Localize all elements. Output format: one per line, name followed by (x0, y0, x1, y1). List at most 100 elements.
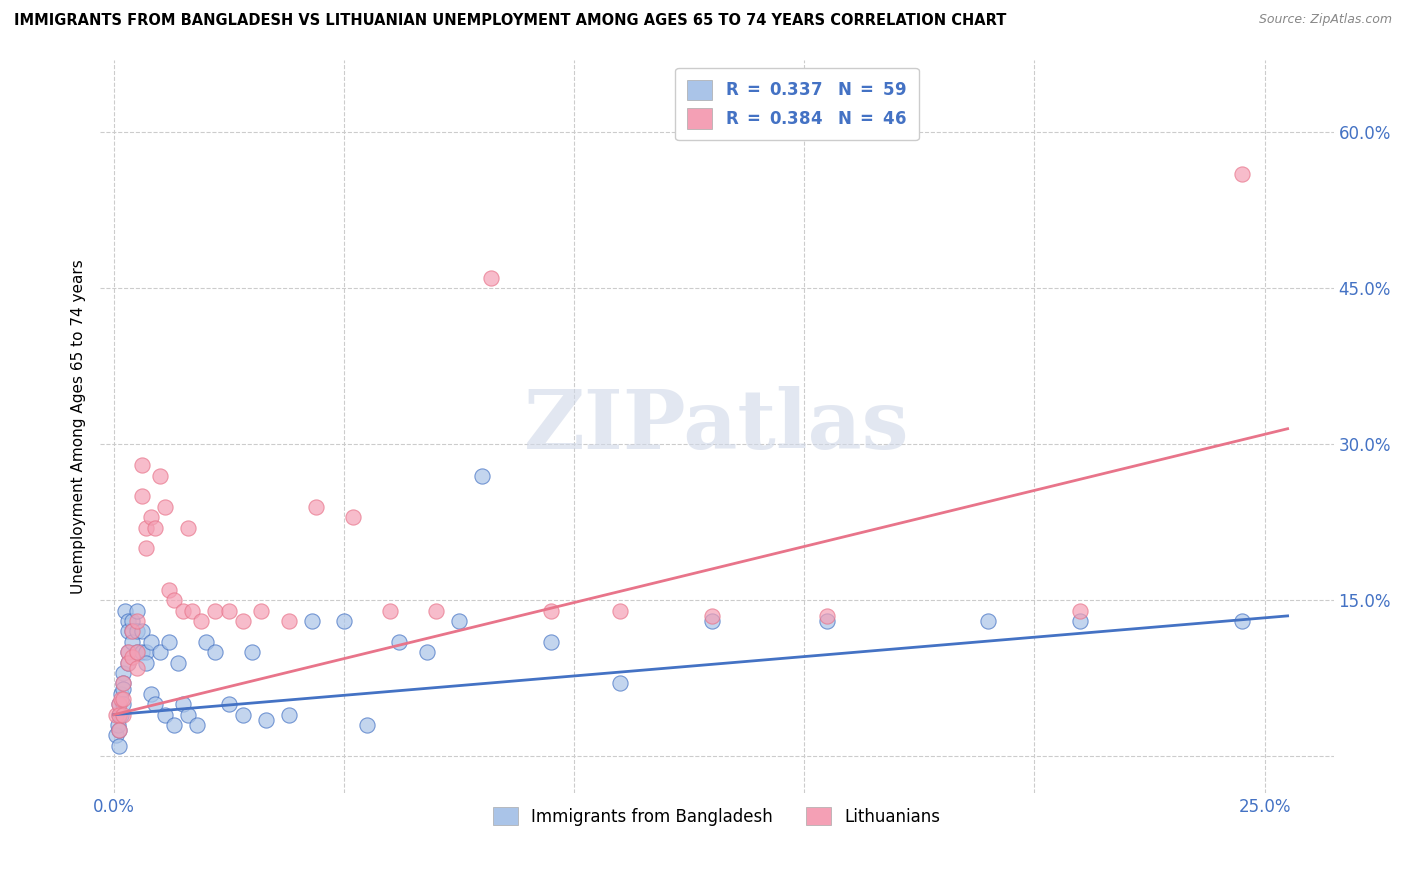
Point (195, 635, 218, 649)
Point (135, 541, 157, 556)
Point (277, 707, 299, 722)
Point (121, 614, 143, 628)
Point (204, 604, 226, 618)
Point (186, 718, 208, 732)
Point (139, 687, 162, 701)
Point (117, 614, 139, 628)
Point (218, 698, 240, 712)
Point (163, 593, 186, 607)
Point (125, 645, 148, 659)
Point (125, 661, 148, 675)
Point (125, 624, 148, 639)
Y-axis label: Unemployment Among Ages 65 to 74 years: Unemployment Among Ages 65 to 74 years (72, 259, 86, 593)
Point (815, 608, 838, 623)
Point (540, 635, 562, 649)
Legend: Immigrants from Bangladesh, Lithuanians: Immigrants from Bangladesh, Lithuanians (484, 797, 950, 836)
Point (204, 645, 226, 659)
Point (110, 692, 132, 706)
Text: IMMIGRANTS FROM BANGLADESH VS LITHUANIAN UNEMPLOYMENT AMONG AGES 65 TO 74 YEARS : IMMIGRANTS FROM BANGLADESH VS LITHUANIAN… (14, 13, 1007, 29)
Point (112, 698, 135, 712)
Point (105, 707, 128, 722)
Point (181, 604, 204, 618)
Point (112, 676, 135, 690)
Point (1230, 167, 1253, 181)
Point (135, 645, 157, 659)
Point (163, 718, 186, 732)
Point (702, 614, 724, 628)
Point (157, 635, 180, 649)
Point (240, 645, 263, 659)
Point (1069, 604, 1091, 618)
Point (815, 614, 838, 628)
Point (471, 468, 494, 483)
Point (176, 520, 198, 534)
Point (153, 707, 176, 722)
Point (190, 614, 212, 628)
Point (107, 698, 129, 712)
Point (139, 635, 162, 649)
Point (135, 520, 157, 534)
Point (117, 624, 139, 639)
Point (277, 614, 299, 628)
Point (112, 676, 135, 690)
Point (107, 698, 129, 712)
Point (232, 707, 254, 722)
Point (176, 707, 198, 722)
Text: ZIPatlas: ZIPatlas (524, 386, 910, 467)
Point (218, 604, 240, 618)
Point (121, 624, 143, 639)
Point (117, 656, 139, 670)
Point (125, 645, 148, 659)
Point (107, 707, 129, 722)
Point (540, 604, 562, 618)
Point (107, 718, 129, 732)
Point (117, 645, 139, 659)
Point (112, 681, 135, 696)
Point (232, 614, 254, 628)
Point (112, 707, 135, 722)
Point (388, 635, 411, 649)
Point (125, 614, 148, 628)
Point (110, 707, 132, 722)
Point (609, 676, 631, 690)
Point (153, 500, 176, 514)
Point (378, 604, 401, 618)
Point (149, 468, 172, 483)
Text: Source: ZipAtlas.com: Source: ZipAtlas.com (1258, 13, 1392, 27)
Point (305, 500, 328, 514)
Point (416, 645, 439, 659)
Point (139, 510, 162, 524)
Point (356, 718, 378, 732)
Point (342, 510, 364, 524)
Point (117, 656, 139, 670)
Point (167, 656, 190, 670)
Point (131, 624, 153, 639)
Point (1230, 614, 1253, 628)
Point (479, 271, 502, 285)
Point (135, 656, 157, 670)
Point (250, 604, 273, 618)
Point (977, 614, 1000, 628)
Point (333, 614, 356, 628)
Point (107, 723, 129, 738)
Point (121, 624, 143, 639)
Point (131, 645, 153, 659)
Point (172, 604, 194, 618)
Point (110, 687, 132, 701)
Point (254, 713, 277, 727)
Point (112, 692, 135, 706)
Point (121, 635, 143, 649)
Point (107, 707, 129, 722)
Point (107, 723, 129, 738)
Point (107, 739, 129, 753)
Point (117, 645, 139, 659)
Point (143, 520, 166, 534)
Point (112, 666, 135, 681)
Point (609, 604, 631, 618)
Point (301, 614, 323, 628)
Point (157, 582, 180, 597)
Point (125, 604, 148, 618)
Point (425, 604, 447, 618)
Point (172, 698, 194, 712)
Point (143, 698, 166, 712)
